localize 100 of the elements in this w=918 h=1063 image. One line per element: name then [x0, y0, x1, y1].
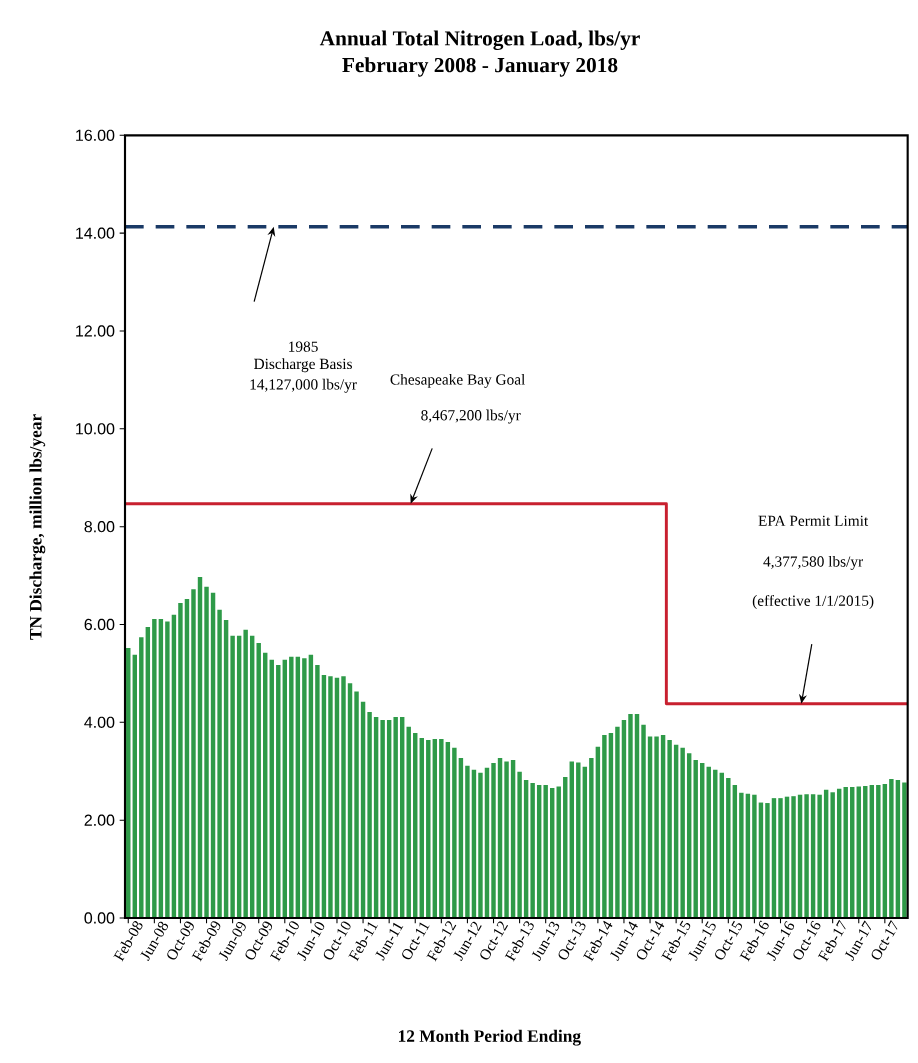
bar	[673, 744, 679, 918]
bar	[145, 626, 151, 918]
bar	[452, 747, 457, 918]
bar	[530, 782, 535, 918]
bar	[406, 726, 411, 918]
bar	[295, 656, 301, 918]
bar	[576, 762, 581, 918]
bar	[158, 619, 164, 918]
annotation: 4,377,580 lbs/yr	[763, 555, 864, 570]
annotation: (effective 1/1/2015)	[752, 594, 874, 610]
bar	[726, 778, 731, 918]
bar	[569, 761, 574, 918]
bar	[608, 733, 614, 918]
x-axis-title: 12 Month Period Ending	[398, 1029, 581, 1046]
bar	[582, 766, 588, 918]
bar	[778, 798, 783, 918]
bar	[315, 665, 320, 918]
bar	[752, 794, 757, 918]
bar	[139, 637, 144, 918]
bar	[178, 602, 183, 918]
bar	[184, 599, 190, 918]
bar	[439, 738, 444, 918]
y-tick-label: 0.00	[84, 912, 115, 924]
bar	[563, 777, 568, 918]
bar	[165, 621, 170, 918]
bar	[399, 716, 405, 918]
y-tick-label: 4.00	[84, 716, 115, 728]
bar	[595, 746, 601, 918]
bar	[367, 712, 372, 918]
bar	[354, 691, 359, 918]
bar	[152, 619, 157, 918]
bar	[523, 780, 529, 918]
bar	[191, 589, 196, 918]
bar	[289, 656, 294, 918]
bar	[217, 609, 222, 918]
bar	[615, 726, 620, 918]
bar	[621, 719, 627, 918]
bar	[765, 803, 770, 918]
annotation: 14,127,000 lbs/yr	[250, 378, 357, 393]
bar	[700, 762, 705, 918]
bar	[419, 737, 424, 918]
y-tick-label: 2.00	[84, 814, 115, 826]
bar	[895, 780, 901, 918]
bar	[817, 794, 822, 918]
y-axis-title: TN Discharge, million lbs/year	[29, 414, 46, 640]
bar	[426, 739, 431, 918]
bar	[478, 772, 483, 918]
bar	[197, 577, 203, 918]
bar	[276, 665, 281, 918]
bar	[171, 614, 177, 918]
bar	[445, 741, 451, 918]
bar	[654, 736, 659, 918]
y-tick-label: 12.00	[76, 325, 115, 337]
bar	[256, 643, 261, 918]
bar	[491, 762, 496, 918]
bar	[810, 794, 816, 918]
bar	[393, 716, 398, 918]
bar	[504, 761, 509, 918]
bar	[386, 719, 392, 918]
y-tick-label: 6.00	[84, 618, 115, 631]
bar	[771, 798, 777, 918]
bar	[667, 739, 672, 918]
bar	[308, 654, 314, 918]
bar	[328, 676, 333, 918]
bar	[497, 758, 503, 918]
bar	[334, 677, 340, 918]
annotation: EPA Permit Limit	[758, 515, 869, 526]
annotation: Chesapeake Bay Goal	[390, 373, 526, 388]
bar	[556, 786, 561, 918]
bar	[302, 658, 307, 918]
bar	[739, 792, 744, 918]
bar	[432, 738, 438, 918]
bar	[230, 635, 235, 918]
bar	[204, 586, 209, 918]
bar	[628, 714, 633, 918]
bar	[830, 792, 835, 918]
bar	[132, 654, 137, 918]
bar	[360, 701, 366, 918]
bar	[321, 674, 327, 918]
y-tick-label: 14.00	[76, 227, 115, 239]
bar	[263, 652, 268, 918]
chart-title: Annual Total Nitrogen Load, lbs/yr	[319, 30, 640, 51]
bar	[243, 629, 248, 918]
bar	[517, 771, 522, 918]
annotation: Discharge Basis	[254, 358, 352, 373]
y-tick-label: 8.00	[84, 521, 115, 533]
bar	[791, 796, 796, 918]
bar	[856, 786, 861, 918]
bar	[876, 784, 881, 918]
bar	[693, 760, 698, 918]
annotation: 8,467,200 lbs/yr	[421, 409, 521, 424]
bar	[589, 758, 594, 918]
bar	[347, 683, 353, 918]
bar	[126, 647, 131, 918]
bar	[413, 733, 418, 918]
chart-subtitle: February 2008 - January 2018	[342, 57, 618, 77]
bar	[889, 779, 894, 918]
annotation: 1985	[289, 341, 318, 352]
bar	[458, 758, 464, 918]
bar	[634, 714, 640, 918]
